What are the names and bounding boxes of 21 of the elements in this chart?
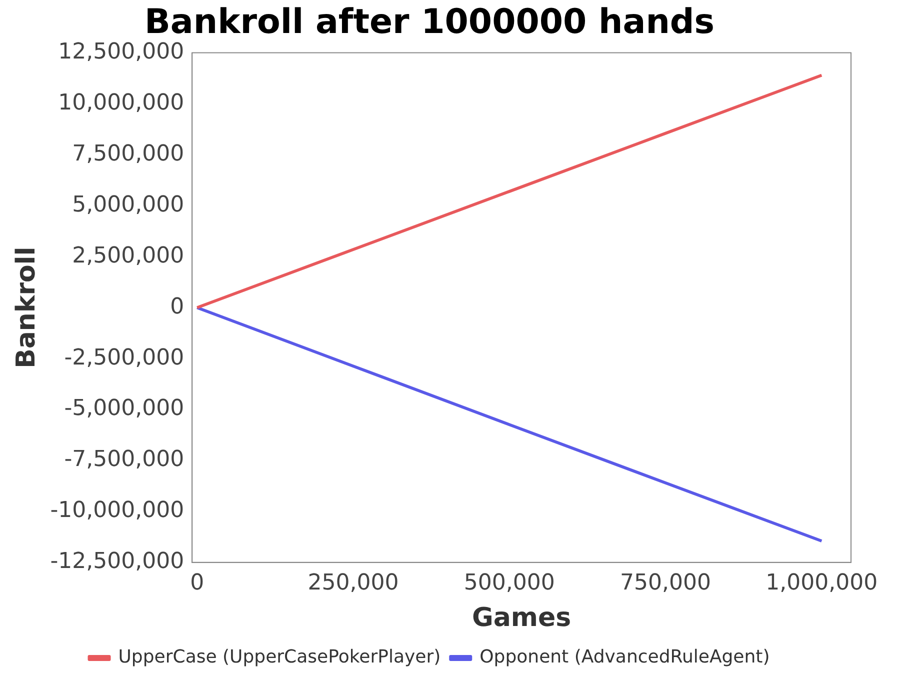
- x-tick-label: 750,000: [620, 570, 711, 596]
- x-axis-title: Games: [472, 603, 572, 634]
- x-tick-label: 500,000: [464, 570, 555, 596]
- x-tick-label: 1,000,000: [766, 570, 878, 596]
- legend-label: Opponent (AdvancedRuleAgent): [480, 646, 770, 668]
- y-tick-label: -2,500,000: [64, 345, 184, 370]
- y-tick-label: 12,500,000: [58, 40, 184, 65]
- y-tick-label: -7,500,000: [64, 447, 184, 472]
- y-tick-label: 2,500,000: [72, 243, 184, 268]
- y-tick-label: 7,500,000: [72, 141, 184, 166]
- x-tick-label: 250,000: [308, 570, 399, 596]
- y-tick-label: 5,000,000: [72, 192, 184, 218]
- chart-title: Bankroll after 1000000 hands: [144, 2, 714, 42]
- y-tick-label: 0: [170, 294, 184, 320]
- y-tick-label: -12,500,000: [50, 549, 184, 574]
- y-tick-label: -10,000,000: [50, 498, 184, 524]
- y-tick-label: 10,000,000: [58, 90, 184, 116]
- y-tick-label: -5,000,000: [64, 396, 184, 422]
- y-axis-title: Bankroll: [11, 246, 42, 368]
- x-tick-label: 0: [190, 570, 204, 596]
- legend-label: UpperCase (UpperCasePokerPlayer): [118, 646, 441, 668]
